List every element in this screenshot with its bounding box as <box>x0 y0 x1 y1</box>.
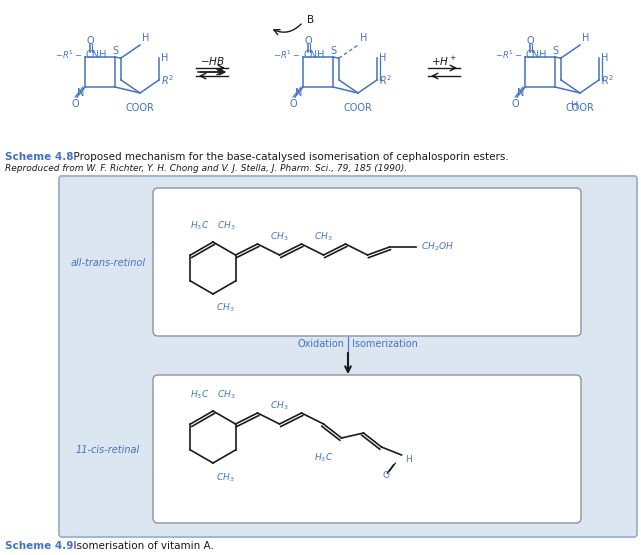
Text: N: N <box>517 88 524 98</box>
Text: O: O <box>289 99 297 109</box>
Text: N: N <box>295 88 302 98</box>
Text: Proposed mechanism for the base-catalysed isomerisation of cephalosporin esters.: Proposed mechanism for the base-catalyse… <box>67 152 509 162</box>
Text: 11-cis-retinal: 11-cis-retinal <box>76 445 140 455</box>
Text: B: B <box>307 15 314 25</box>
FancyBboxPatch shape <box>153 375 581 523</box>
Text: CNH: CNH <box>304 50 326 60</box>
Text: $R^2$: $R^2$ <box>601 73 614 87</box>
Text: H: H <box>142 33 149 43</box>
FancyBboxPatch shape <box>153 188 581 336</box>
Text: H: H <box>582 33 589 43</box>
Text: $CH_3$: $CH_3$ <box>216 302 235 315</box>
Text: S: S <box>113 46 119 56</box>
Text: $-HB$: $-HB$ <box>199 55 224 67</box>
Text: $H_3C$: $H_3C$ <box>314 452 333 465</box>
Text: Isomerisation of vitamin A.: Isomerisation of vitamin A. <box>67 541 214 551</box>
Text: N: N <box>77 88 84 98</box>
FancyBboxPatch shape <box>59 176 637 537</box>
Text: $R^2$: $R^2$ <box>161 73 174 87</box>
Text: Reproduced from W. F. Richter, Y. H. Chong and V. J. Stella, J. Pharm. Sci., 79,: Reproduced from W. F. Richter, Y. H. Cho… <box>5 164 407 173</box>
Text: O: O <box>71 99 79 109</box>
Text: $R^2$: $R^2$ <box>379 73 392 87</box>
Text: H: H <box>161 53 169 63</box>
Text: $CH_3$: $CH_3$ <box>271 400 289 412</box>
Text: Oxidation: Oxidation <box>297 339 344 349</box>
Text: COOR: COOR <box>565 103 594 113</box>
Text: Scheme 4.9: Scheme 4.9 <box>5 541 73 551</box>
Text: Scheme 4.8: Scheme 4.8 <box>5 152 74 162</box>
Text: H: H <box>406 455 412 463</box>
Text: O: O <box>304 36 312 46</box>
Text: S: S <box>553 46 559 56</box>
Text: H: H <box>601 53 608 63</box>
Text: all-trans-retinol: all-trans-retinol <box>71 258 146 268</box>
Text: $CH_3$: $CH_3$ <box>271 230 289 243</box>
Text: $-R^1-$: $-R^1-$ <box>495 49 522 61</box>
Text: H: H <box>570 101 578 111</box>
Text: $CH_3$: $CH_3$ <box>217 219 235 232</box>
Text: S: S <box>331 46 337 56</box>
Text: $-R^1-$: $-R^1-$ <box>54 49 82 61</box>
Text: CNH: CNH <box>526 50 547 60</box>
Text: $H_3C$: $H_3C$ <box>190 388 209 401</box>
Text: $CH_3$: $CH_3$ <box>216 471 235 483</box>
Text: $CH_2OH$: $CH_2OH$ <box>420 241 453 253</box>
Text: O: O <box>86 36 94 46</box>
Text: $-R^1-$: $-R^1-$ <box>272 49 300 61</box>
Text: $CH_3$: $CH_3$ <box>217 388 235 401</box>
Text: O: O <box>526 36 534 46</box>
Text: COOR: COOR <box>126 103 154 113</box>
Text: O: O <box>382 471 389 480</box>
Text: $CH_3$: $CH_3$ <box>314 230 333 243</box>
Text: COOR: COOR <box>344 103 372 113</box>
Text: H: H <box>360 33 367 43</box>
Text: O: O <box>511 99 519 109</box>
Text: CNH: CNH <box>86 50 108 60</box>
Text: H: H <box>379 53 387 63</box>
Text: $H_3C$: $H_3C$ <box>190 219 209 232</box>
Text: $+H^+$: $+H^+$ <box>431 54 457 68</box>
Text: Isomerization: Isomerization <box>352 339 418 349</box>
